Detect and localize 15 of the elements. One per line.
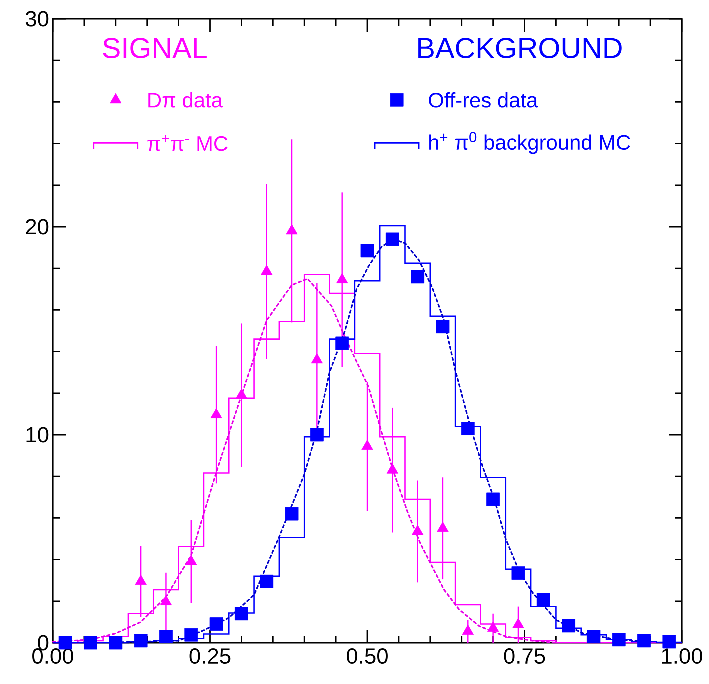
x-tick-label: 0.75 — [504, 648, 546, 664]
annotation: BACKGROUND — [418, 38, 622, 59]
annotation: SIGNAL — [103, 38, 207, 59]
x-tick-label: 0.50 — [347, 648, 388, 664]
x-tick-label: 1.00 — [662, 648, 702, 664]
x-tick-label: 0.00 — [32, 648, 74, 664]
legend-label: h$^{+}$ π$^{0}$ background MC — [430, 132, 630, 154]
legend-label: Dπ data — [148, 92, 223, 108]
y-tick-label: 0 — [38, 635, 49, 651]
legend-label: π$^{+}$π$^{-}$ MC — [148, 135, 228, 152]
y-tick-label: 30 — [26, 11, 49, 27]
x-tick-label: 0.25 — [190, 648, 231, 664]
y-tick-label: 10 — [26, 427, 49, 443]
y-tick-label: 20 — [26, 219, 49, 235]
legend-label: Off-res data — [429, 92, 538, 108]
